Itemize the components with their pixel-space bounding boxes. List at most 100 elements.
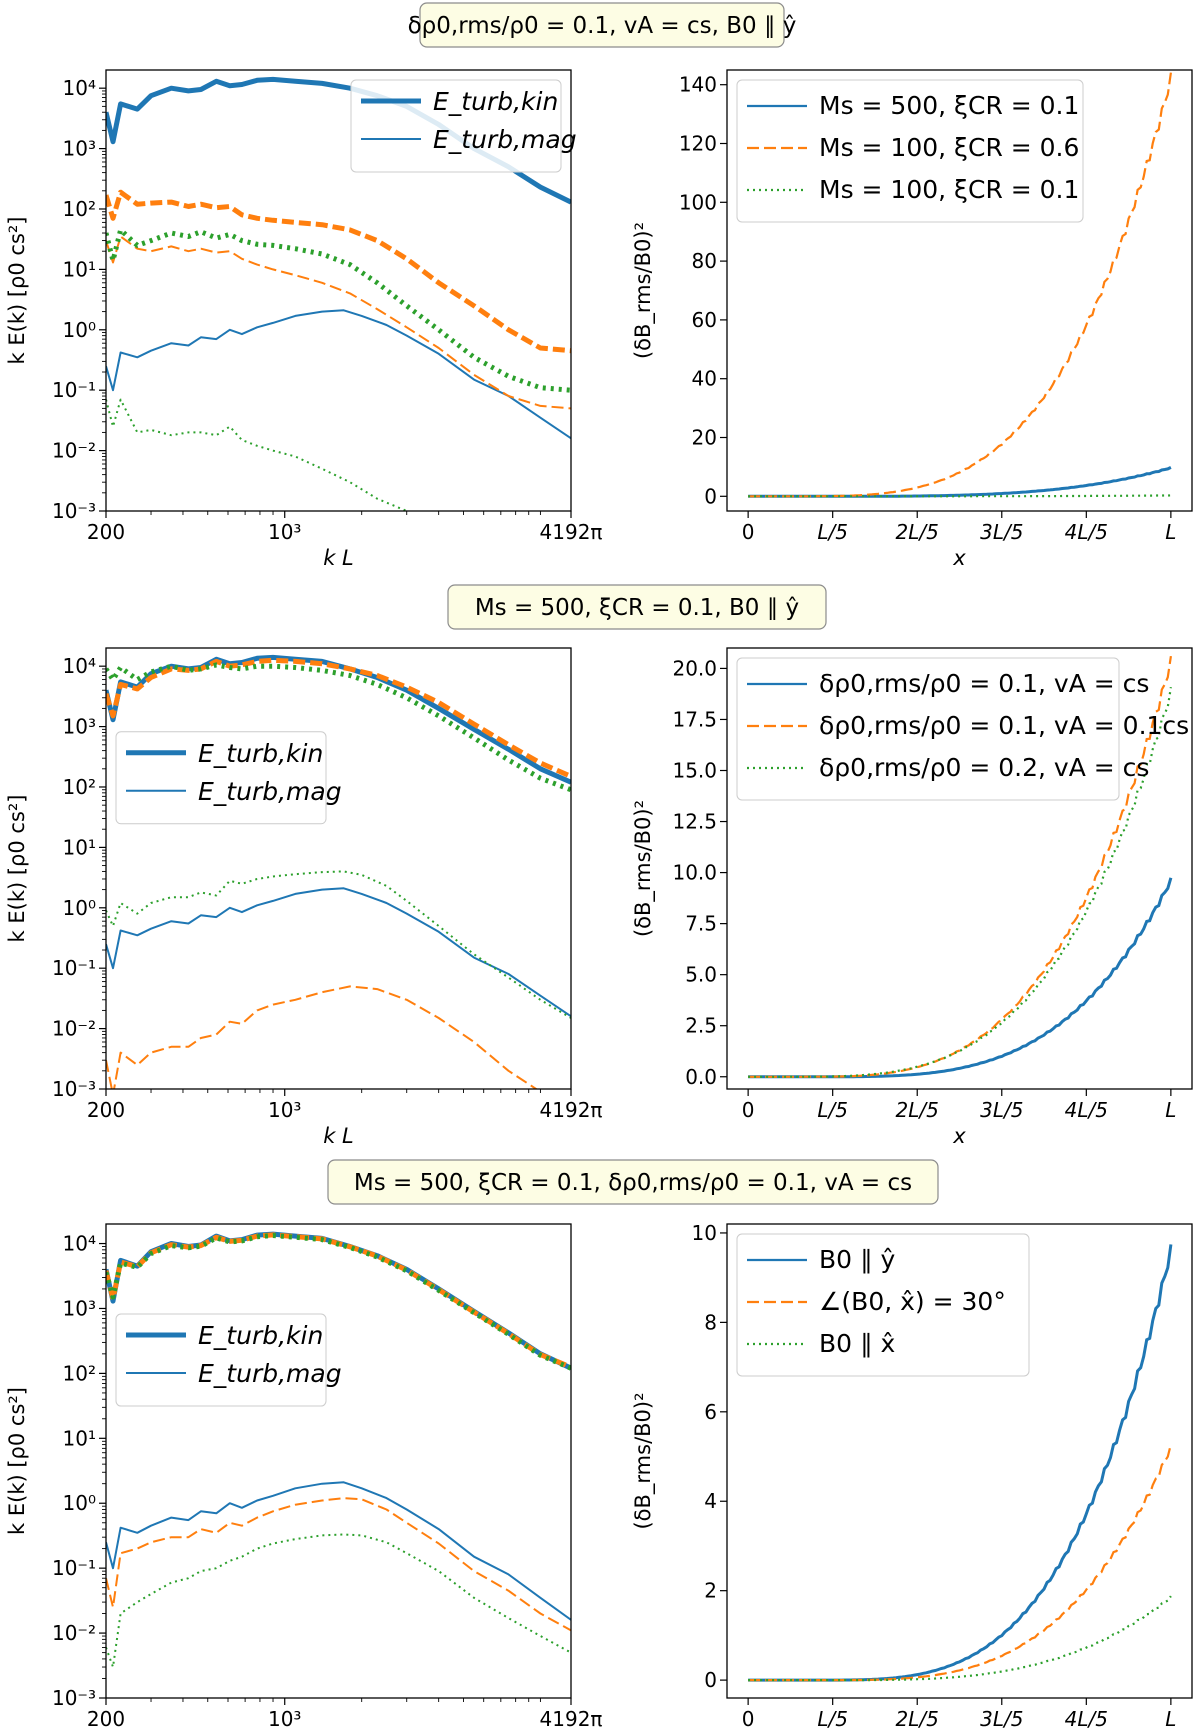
y-tick-label: 10 xyxy=(692,1221,717,1245)
plot-frame xyxy=(105,1223,572,1699)
series-line-orange xyxy=(748,72,1172,498)
y-tick-label: 10⁻³ xyxy=(52,1077,96,1101)
legend: E_turb,kin E_turb,mag xyxy=(350,79,577,173)
row-title-3: Ms = 500, ξCR = 0.1, δρ0,rms/ρ0 = 0.1, v… xyxy=(327,1159,939,1205)
y-tick-label: 0 xyxy=(704,484,717,508)
legend-label: δρ0,rms/ρ0 = 0.1, vA = cs xyxy=(819,669,1149,698)
y-tick-label: 2.5 xyxy=(685,1014,717,1038)
spectrum-panel-0: 10⁻³ 10⁻² 10⁻¹ 10⁰ 10¹ 10² 10³ 10⁴ 200 10³ 4192π k … xyxy=(5,69,603,570)
series-line-orange-kin xyxy=(106,189,571,354)
series-line-green xyxy=(748,494,1171,498)
x-tick-label: 4192π xyxy=(540,520,603,544)
y-tick-label: 80 xyxy=(692,249,717,273)
y-tick-label: 12.5 xyxy=(672,810,717,834)
y-tick-label: 100 xyxy=(679,190,717,214)
series-line-green xyxy=(748,1595,1172,1682)
x-tick-label: 4192π xyxy=(540,1707,603,1731)
y-axis-label: (δB_rms/B0)² xyxy=(631,800,656,937)
y-tick-label: 10⁻¹ xyxy=(52,1556,96,1580)
series-line-orange xyxy=(748,655,1172,1078)
profile-panel-2: 02468100L/52L/53L/54L/5Lx(δB_rms/B0)²B0 … xyxy=(631,1221,1193,1734)
x-tick-label: 200 xyxy=(87,1707,125,1731)
series-line-blue-mag xyxy=(106,887,571,1018)
x-tick-label: 0 xyxy=(742,1707,755,1731)
spectrum-series xyxy=(106,654,571,1089)
x-tick-label: L/5 xyxy=(817,520,848,544)
profile-series xyxy=(748,655,1173,1079)
y-tick-label: 10⁰ xyxy=(63,1491,96,1515)
x-tick-label: 200 xyxy=(87,1098,125,1122)
x-tick-label: 4L/5 xyxy=(1065,1098,1108,1122)
x-tick-label: 0 xyxy=(742,520,755,544)
legend-label: Ms = 100, ξCR = 0.1 xyxy=(819,175,1079,204)
x-tick-label: 3L/5 xyxy=(980,1098,1023,1122)
y-tick-label: 20 xyxy=(692,426,717,450)
y-tick-label: 17.5 xyxy=(672,707,717,731)
y-tick-label: 10⁻³ xyxy=(52,499,96,523)
legend-label: Ms = 500, ξCR = 0.1 xyxy=(819,91,1079,120)
x-tick-label: L/5 xyxy=(817,1707,848,1731)
y-tick-label: 20.0 xyxy=(672,656,717,680)
y-axis-label: (δB_rms/B0)² xyxy=(631,222,656,359)
y-tick-label: 10¹ xyxy=(63,257,96,281)
y-tick-label: 10⁰ xyxy=(63,318,96,342)
y-tick-label: 2 xyxy=(704,1579,717,1603)
x-tick-label: 2L/5 xyxy=(896,1098,939,1122)
y-tick-label: 15.0 xyxy=(672,759,717,783)
series-line-orange-mag xyxy=(106,235,571,410)
y-tick-label: 10⁻² xyxy=(52,1017,96,1041)
series-line-green-kin xyxy=(106,227,571,393)
legend: E_turb,kin E_turb,mag xyxy=(115,1313,342,1407)
row-title-1-text: δρ0,rms/ρ0 = 0.1, vA = cs, B0 ∥ ŷ xyxy=(408,13,797,39)
y-tick-label: 10⁴ xyxy=(63,1232,96,1256)
row-title-2-text: Ms = 500, ξCR = 0.1, B0 ∥ ŷ xyxy=(475,595,799,621)
legend: Ms = 500, ξCR = 0.1 Ms = 100, ξCR = 0.6 Ms… xyxy=(736,79,1084,223)
legend-label: E_turb,kin xyxy=(198,739,323,768)
y-tick-label: 8 xyxy=(704,1310,717,1334)
y-tick-label: 10¹ xyxy=(63,1426,96,1450)
legend-label: E_turb,kin xyxy=(433,87,558,116)
legend-label: B0 ∥ x̂ xyxy=(819,1329,895,1358)
y-tick-label: 6 xyxy=(704,1400,717,1424)
y-tick-label: 10² xyxy=(63,775,96,799)
y-tick-label: 10⁻² xyxy=(52,1621,96,1645)
y-tick-label: 10⁴ xyxy=(63,76,96,100)
series-line-green-kin xyxy=(106,1233,571,1371)
legend-box xyxy=(736,79,1084,223)
legend: E_turb,kin E_turb,mag xyxy=(115,731,342,825)
profile-series xyxy=(748,72,1172,498)
y-tick-label: 10⁻³ xyxy=(52,1686,96,1710)
series-line-blue-mag xyxy=(106,1481,571,1621)
y-tick-label: 10⁻¹ xyxy=(52,956,96,980)
x-tick-label: 4L/5 xyxy=(1065,520,1108,544)
profile-panel-1: 0.0 2.5 5.0 7.5 10.0 12.5 15.0 17.5 20.0 0 L/5 2L/5… xyxy=(631,647,1193,1148)
plot-frame xyxy=(726,1223,1193,1699)
series-line-green-mag xyxy=(106,1533,571,1668)
x-tick-label: 10³ xyxy=(268,1098,301,1122)
y-tick-label: 10¹ xyxy=(63,835,96,859)
series-line-green-mag xyxy=(106,398,408,511)
series-line-orange xyxy=(748,1443,1172,1682)
x-tick-label: L xyxy=(1165,1707,1176,1731)
legend: B0 ∥ ŷ ∠(B0, x̂) = 30° B0 ∥ x̂ xyxy=(736,1233,1030,1377)
y-tick-label: 7.5 xyxy=(685,912,717,936)
series-line-blue xyxy=(748,877,1173,1079)
y-tick-label: 120 xyxy=(679,132,717,156)
legend-label: B0 ∥ ŷ xyxy=(819,1245,895,1274)
y-axis-label: k E(k) [ρ0 cs²] xyxy=(5,1387,29,1535)
x-tick-label: 200 xyxy=(87,520,125,544)
y-tick-label: 10³ xyxy=(63,137,96,161)
row-title-1: δρ0,rms/ρ0 = 0.1, vA = cs, B0 ∥ ŷ xyxy=(408,2,797,48)
y-tick-label: 10³ xyxy=(63,1296,96,1320)
x-tick-label: 0 xyxy=(742,1098,755,1122)
y-axis-label: k E(k) [ρ0 cs²] xyxy=(5,795,29,943)
row-title-3-text: Ms = 500, ξCR = 0.1, δρ0,rms/ρ0 = 0.1, v… xyxy=(354,1170,912,1196)
x-tick-label: L/5 xyxy=(817,1098,848,1122)
x-tick-label: 2L/5 xyxy=(896,1707,939,1731)
x-axis-label: k L xyxy=(323,1124,354,1148)
series-line-green-kin xyxy=(106,662,571,793)
spectrum-panel-2: 10⁻³ 10⁻² 10⁻¹ 10⁰ 10¹ 10² 10³ 10⁴ 200 10³ 4192π k … xyxy=(5,1223,603,1734)
spectrum-panel-1: 10⁻³ 10⁻² 10⁻¹ 10⁰ 10¹ 10² 10³ 10⁴ 200 10³ 4192π k … xyxy=(5,647,602,1148)
legend-label: E_turb,mag xyxy=(198,777,342,806)
